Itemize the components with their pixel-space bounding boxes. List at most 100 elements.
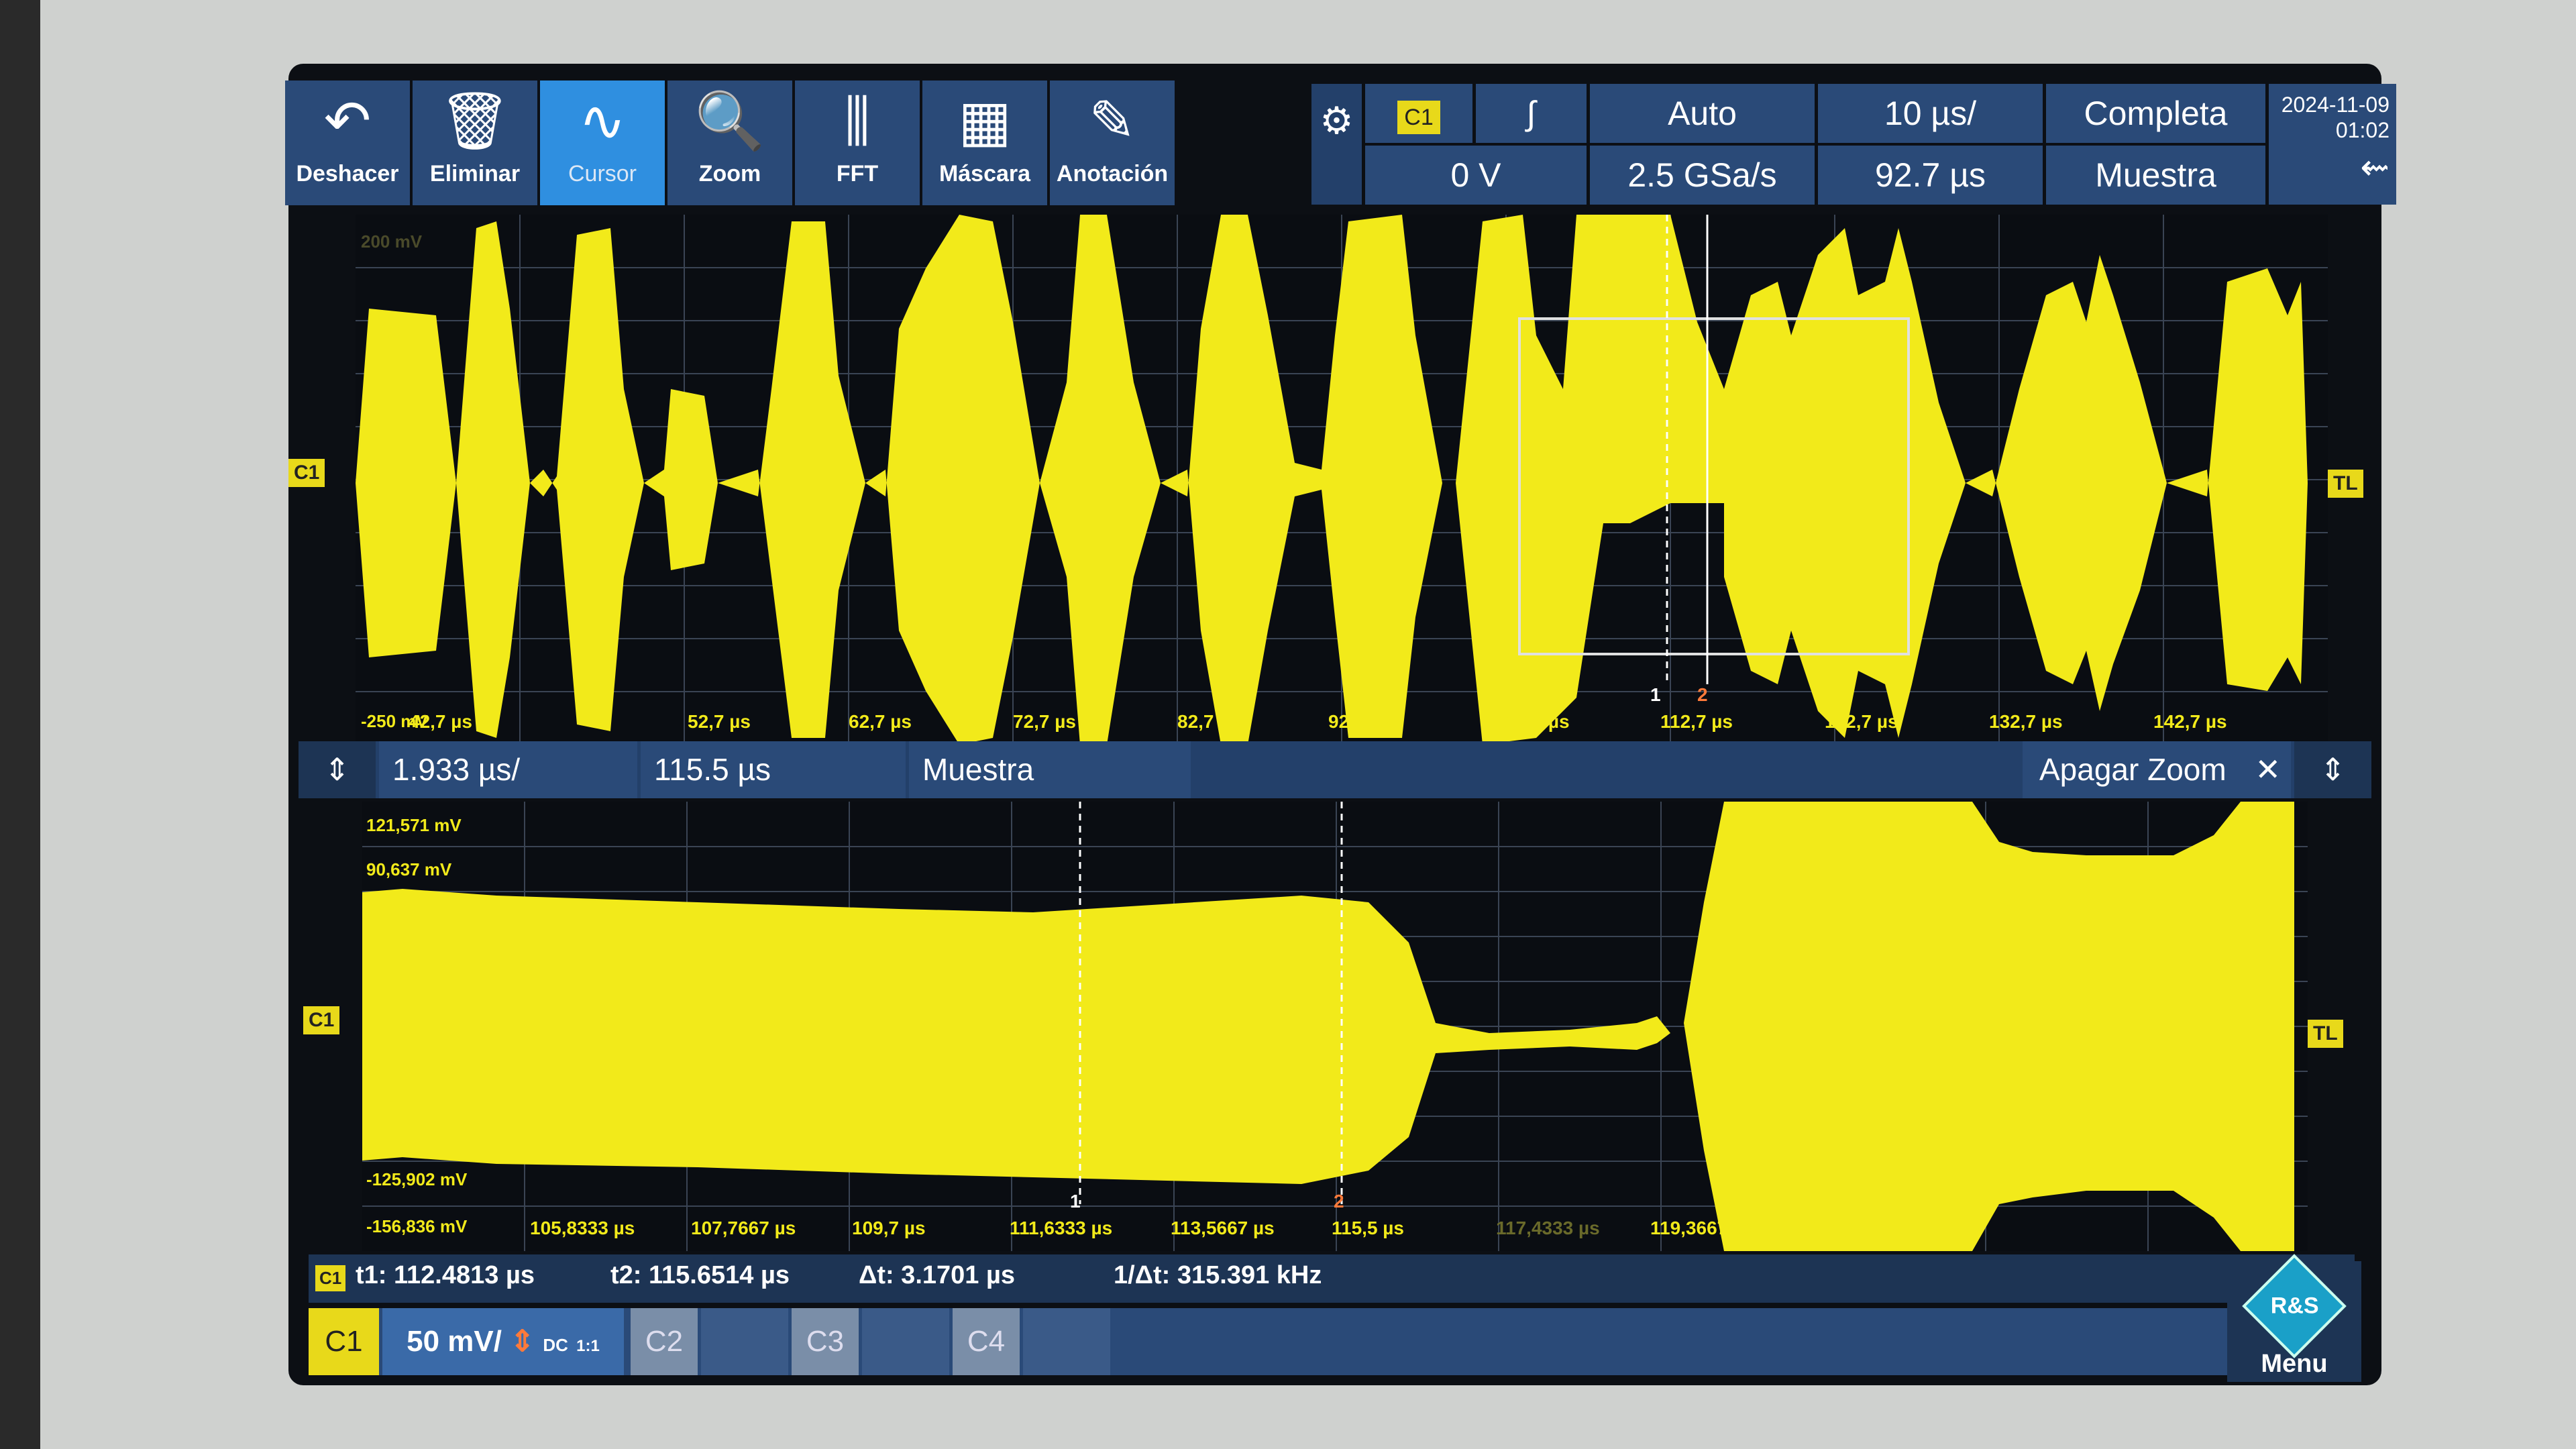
- zoom-waveform: [362, 802, 2308, 1251]
- zoom-icon: 🔍: [694, 89, 765, 152]
- trigger-source-cell[interactable]: C1: [1365, 84, 1472, 143]
- zoom-off-button[interactable]: Apagar Zoom ✕: [2023, 741, 2291, 798]
- updown-arrows-icon: ⇕: [2320, 752, 2346, 787]
- zoom-x-label: 115,5 µs: [1332, 1218, 1405, 1238]
- gear-icon: ⚙: [1320, 99, 1354, 142]
- channel-c4-settings[interactable]: [1023, 1308, 1110, 1375]
- zoom-x-label: 107,7667 µs: [691, 1218, 796, 1238]
- overview-x-label: 52,7 µs: [688, 711, 751, 732]
- zoom-channel-marker[interactable]: C1: [303, 1006, 340, 1034]
- overview-x-label: 102,7 µs: [1496, 711, 1570, 732]
- zoom-x-label: 111,6333 µs: [1010, 1218, 1113, 1238]
- zoom-x-label: 117,4333 µs: [1496, 1218, 1600, 1238]
- zoom-y-label: 121,571 mV: [366, 815, 462, 835]
- cursor-t1: t1: 112.4813 µs: [356, 1261, 535, 1289]
- overview-x-label: 92,7 µs: [1328, 711, 1391, 732]
- menu-button[interactable]: R&S Menu: [2227, 1254, 2361, 1382]
- channel-c1-settings[interactable]: 50 mV/ ⇕ DC 1:1: [382, 1308, 624, 1375]
- zoom-trigger-marker[interactable]: TL: [2308, 1020, 2343, 1048]
- trigger-source-badge: C1: [1397, 101, 1440, 134]
- zoom-scale[interactable]: 1.933 µs/: [379, 741, 637, 798]
- delete-button[interactable]: 🗑 Eliminar: [413, 80, 537, 205]
- acq-mode-cell[interactable]: Completa: [2046, 84, 2265, 143]
- sample-rate-cell[interactable]: 2.5 GSa/s: [1590, 146, 1815, 205]
- cursor-wave-icon: ∿: [578, 89, 627, 152]
- logo-text: R&S: [2270, 1293, 2319, 1319]
- trigger-mode-cell[interactable]: Auto: [1590, 84, 1815, 143]
- channel-bar: C1 50 mV/ ⇕ DC 1:1 C2 C3 C4: [309, 1308, 2247, 1375]
- zoom-x-label: 119,3667 µs: [1650, 1218, 1754, 1238]
- channel-c2-settings[interactable]: [701, 1308, 788, 1375]
- channel-c3-button[interactable]: C3: [792, 1308, 859, 1375]
- channel-c2-button[interactable]: C2: [631, 1308, 698, 1375]
- undo-icon: ↶: [323, 89, 372, 152]
- overview-x-label: 142,7 µs: [2153, 711, 2227, 732]
- undo-button[interactable]: ↶ Deshacer: [285, 80, 410, 205]
- pencil-icon: ✎: [1088, 89, 1136, 152]
- overview-y-label: 200 mV: [361, 231, 423, 252]
- timebase-cell[interactable]: 10 µs/: [1818, 84, 2043, 143]
- overview-waveform: [356, 215, 2328, 745]
- acq-type-cell[interactable]: Muestra: [2046, 146, 2265, 205]
- zoom-cursor-1-label: 1: [1070, 1191, 1081, 1212]
- date-text: 2024-11-09: [2281, 93, 2390, 117]
- updown-arrows-icon: ⇕: [324, 752, 350, 787]
- trigger-level-cell[interactable]: 0 V: [1365, 146, 1587, 205]
- overview-x-label: 62,7 µs: [849, 711, 912, 732]
- zoom-y-label: -125,902 mV: [366, 1169, 468, 1189]
- annotation-button[interactable]: ✎ Anotación: [1050, 80, 1175, 205]
- overview-trigger-marker[interactable]: TL: [2328, 470, 2363, 498]
- scale-arrows-icon: ⇕: [510, 1325, 535, 1358]
- mask-icon: ▦: [958, 89, 1012, 152]
- usb-icon: ⇜: [2360, 148, 2390, 187]
- cursor-measurements: C1 t1: 112.4813 µs t2: 115.6514 µs Δt: 3…: [309, 1254, 2355, 1303]
- overview-plot[interactable]: 42,7 µs 52,7 µs 62,7 µs 72,7 µs 82,7 µs …: [356, 215, 2328, 745]
- zoom-bar: ⇕ 1.933 µs/ 115.5 µs Muestra Apagar Zoom…: [299, 741, 2371, 798]
- status-channel-badge: C1: [315, 1265, 346, 1291]
- date-time: 2024-11-09 01:02 ⇜: [2269, 84, 2396, 205]
- c1-ratio: 1:1: [576, 1337, 600, 1355]
- overview-cursor-1-label: 1: [1650, 684, 1661, 705]
- cursor-delta-t: Δt: 3.1701 µs: [859, 1261, 1015, 1289]
- overview-x-label: 72,7 µs: [1013, 711, 1076, 732]
- channel-c1-button[interactable]: C1: [309, 1308, 379, 1375]
- cursor-t2: t2: 115.6514 µs: [610, 1261, 790, 1289]
- overview-channel-marker[interactable]: C1: [288, 459, 325, 487]
- overview-x-label: 82,7 µs: [1177, 711, 1240, 732]
- zoom-x-label: 105,8333 µs: [530, 1218, 635, 1238]
- close-icon: ✕: [2255, 752, 2282, 787]
- rs-logo-icon: R&S: [2242, 1254, 2347, 1358]
- zoom-cursor-2-label: 2: [1334, 1191, 1344, 1212]
- overview-y-label: -250 mV: [361, 711, 428, 731]
- zoom-y-label: 90,637 mV: [366, 859, 452, 879]
- fft-icon: ⫼: [844, 89, 871, 152]
- zoom-mode[interactable]: Muestra: [909, 741, 1191, 798]
- trigger-slope-cell[interactable]: ∫: [1476, 84, 1587, 143]
- trash-icon: 🗑: [439, 89, 511, 152]
- toolbar: ↶ Deshacer 🗑 Eliminar ∿ Cursor 🔍 Zoom ⫼ …: [285, 80, 2398, 208]
- cursor-inverse-delta-t: 1/Δt: 315.391 kHz: [1114, 1261, 1322, 1289]
- zoom-y-label: -156,836 mV: [366, 1216, 468, 1236]
- background-edge: [0, 0, 40, 1449]
- zoom-scale-arrows[interactable]: ⇕: [299, 741, 376, 798]
- c1-coupling: DC: [543, 1335, 568, 1355]
- overview-x-label: 42,7 µs: [409, 711, 472, 732]
- zoom-off-label: Apagar Zoom: [2039, 752, 2226, 787]
- zoom-x-label: 121,3 µs: [1811, 1218, 1885, 1238]
- mask-button[interactable]: ▦ Máscara: [922, 80, 1047, 205]
- fft-button[interactable]: ⫼ FFT: [795, 80, 920, 205]
- zoom-plot[interactable]: 121,571 mV 90,637 mV -125,902 mV -156,83…: [362, 802, 2308, 1251]
- overview-cursor-2-label: 2: [1697, 684, 1708, 705]
- position-cell[interactable]: 92.7 µs: [1818, 146, 2043, 205]
- channel-c3-settings[interactable]: [862, 1308, 949, 1375]
- settings-gear-button[interactable]: ⚙: [1311, 84, 1362, 205]
- overview-x-label: 122,7 µs: [1825, 711, 1898, 732]
- overview-x-label: 112,7 µs: [1660, 711, 1733, 732]
- zoom-button[interactable]: 🔍 Zoom: [667, 80, 792, 205]
- zoom-panel-arrows[interactable]: ⇕: [2294, 741, 2371, 798]
- c1-scale: 50 mV/: [407, 1325, 502, 1358]
- zoom-x-label: 113,5667 µs: [1171, 1218, 1275, 1238]
- cursor-button[interactable]: ∿ Cursor: [540, 80, 665, 205]
- zoom-position[interactable]: 115.5 µs: [641, 741, 906, 798]
- channel-c4-button[interactable]: C4: [953, 1308, 1020, 1375]
